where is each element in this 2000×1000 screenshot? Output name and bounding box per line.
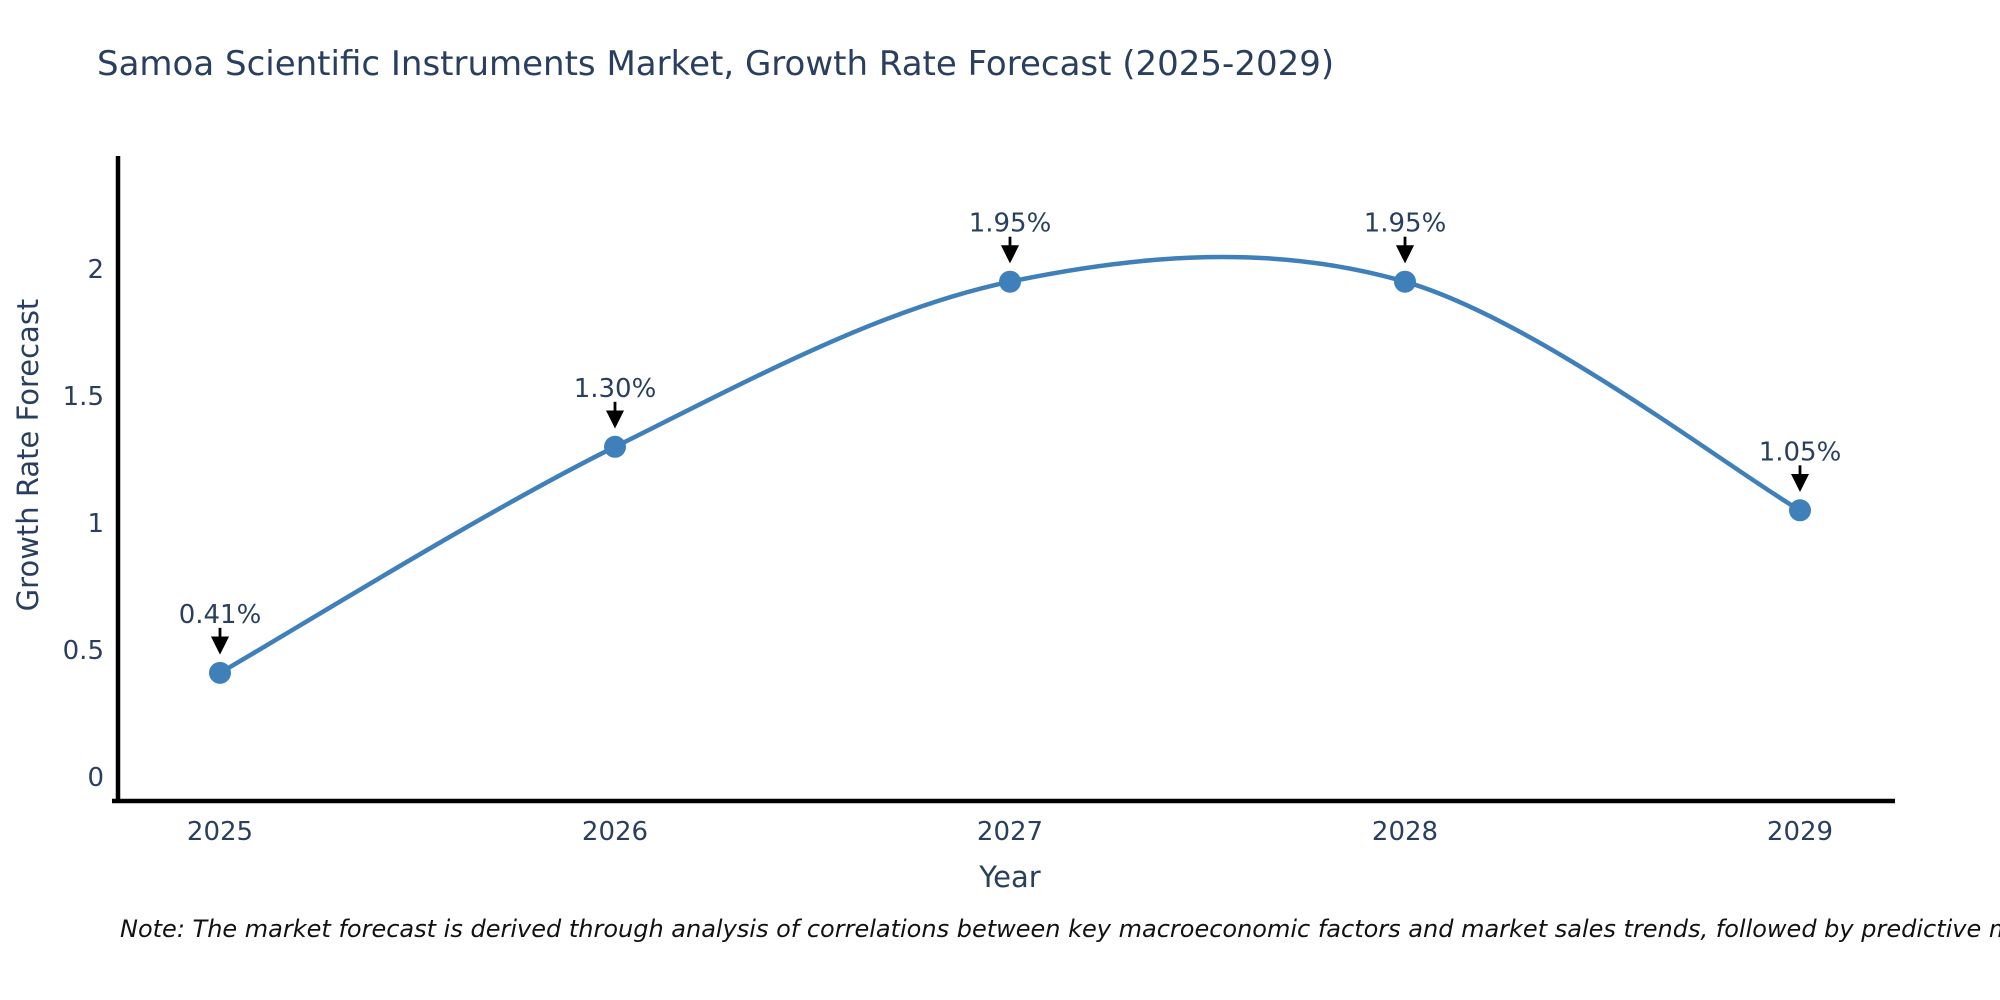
data-point-label: 1.95% <box>969 209 1052 239</box>
series-line <box>218 254 1802 675</box>
y-tick-label: 1.5 <box>63 382 104 412</box>
point-annotations: 0.41% 1.30% 1.95% 1.95% 1.05% <box>179 209 1842 655</box>
data-point-marker[interactable] <box>1789 499 1811 522</box>
y-tick-label: 0 <box>87 763 104 793</box>
x-tick-label: 2029 <box>1767 817 1833 847</box>
x-tick-label: 2028 <box>1372 817 1438 847</box>
y-tick-label: 1 <box>87 509 104 539</box>
data-point-label: 0.41% <box>179 600 262 630</box>
y-tick-label: 0.5 <box>63 636 104 666</box>
data-point-marker[interactable] <box>1394 270 1416 293</box>
data-point-marker[interactable] <box>999 270 1021 293</box>
x-tick-label: 2025 <box>187 817 253 847</box>
data-point-label: 1.95% <box>1364 209 1447 239</box>
x-axis-title: Year <box>979 860 1041 894</box>
data-point-marker[interactable] <box>604 435 626 458</box>
chart-title: Samoa Scientific Instruments Market, Gro… <box>97 44 1335 84</box>
y-tick-labels: 0 0.5 1 1.5 2 <box>63 255 104 793</box>
x-tick-label: 2026 <box>582 817 648 847</box>
data-point-label: 1.05% <box>1759 437 1842 467</box>
x-tick-label: 2027 <box>977 817 1043 847</box>
footnote: Note: The market forecast is derived thr… <box>120 915 2000 943</box>
y-tick-label: 2 <box>87 255 104 285</box>
data-series <box>209 254 1811 684</box>
x-tick-labels: 2025 2026 2027 2028 2029 <box>187 817 1833 847</box>
data-point-marker[interactable] <box>209 661 231 684</box>
axes <box>112 156 1895 804</box>
data-point-label: 1.30% <box>574 374 657 404</box>
